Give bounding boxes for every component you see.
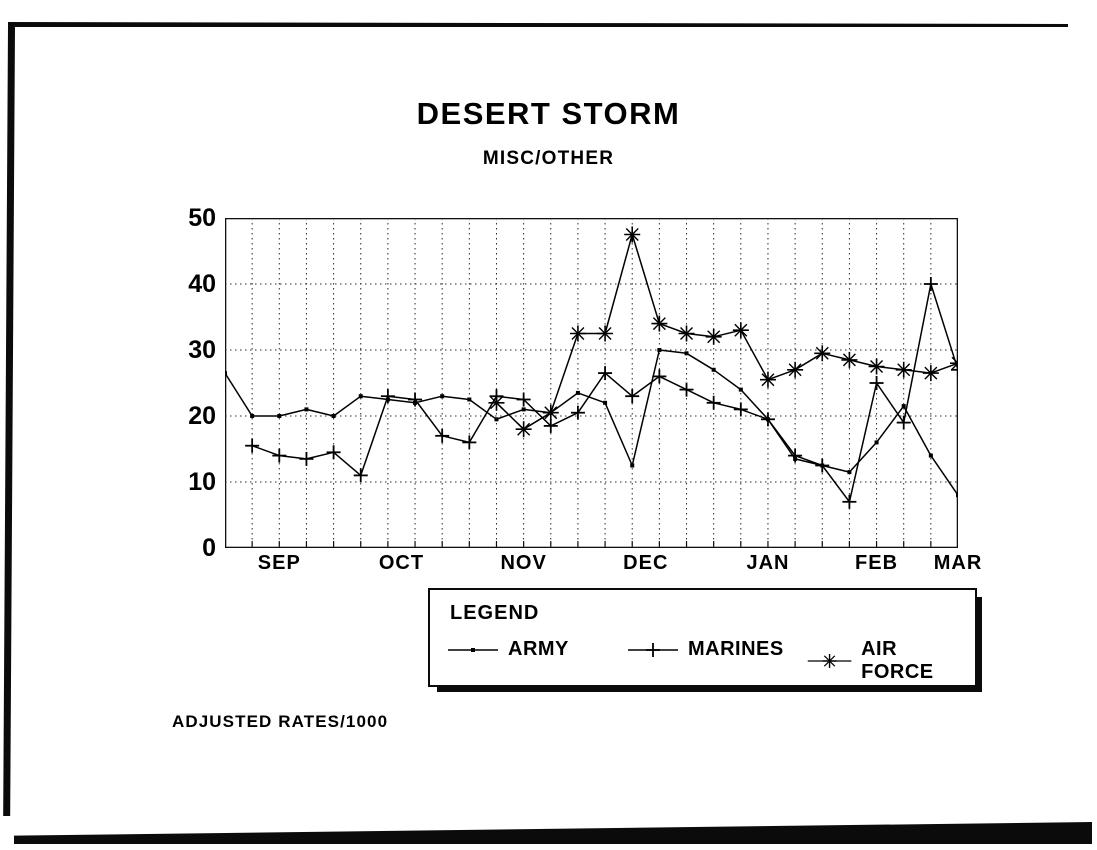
legend-item-marines: MARINES — [626, 638, 784, 661]
legend-item-label: MARINES — [688, 638, 784, 660]
scan-edge-top — [8, 22, 1068, 27]
x-axis-tick: JAN — [746, 552, 790, 574]
y-axis-tick: 30 — [188, 336, 216, 364]
legend-item-air-force: AIR FORCE — [806, 638, 961, 684]
legend-box: LEGEND ARMY MARINES AIR FORCE — [428, 588, 977, 687]
series-marines — [245, 277, 958, 509]
x-axis-tick-labels: SEP OCT NOV DEC JAN FEB MAR — [225, 552, 982, 582]
legend-item-label: AIR FORCE — [861, 638, 934, 683]
chart-title: DESERT STORM — [416, 96, 681, 131]
x-axis-tick: DEC — [623, 552, 669, 574]
footer-note: ADJUSTED RATES/1000 — [172, 712, 389, 731]
y-axis-tick: 0 — [202, 534, 216, 562]
legend-heading: LEGEND — [450, 602, 540, 624]
y-axis-tick-labels: 50 40 30 20 10 0 — [172, 206, 216, 561]
plot-area — [225, 218, 958, 548]
plot-svg — [225, 218, 958, 548]
legend-item-label: ARMY — [508, 638, 569, 660]
y-axis-tick: 40 — [188, 270, 216, 298]
grid-lines — [225, 218, 958, 548]
x-axis-tick: FEB — [855, 552, 899, 574]
x-axis-tick: OCT — [378, 552, 425, 574]
chart-subtitle: MISC/OTHER — [482, 148, 615, 169]
x-axis-tick: SEP — [257, 552, 301, 574]
y-axis-tick: 20 — [188, 402, 216, 430]
x-axis-tick: NOV — [500, 552, 547, 574]
plot-frame — [225, 218, 958, 548]
dot-marker-icon — [448, 647, 498, 652]
plus-marker-icon — [628, 642, 678, 657]
legend-item-army: ARMY — [446, 638, 569, 661]
series-air-force — [488, 226, 958, 438]
data-series-layer — [225, 226, 958, 509]
series-army — [225, 348, 958, 498]
legend-entries: ARMY MARINES AIR FORCE — [446, 638, 961, 683]
x-axis-tick: MAR — [933, 552, 983, 574]
y-axis-tick: 10 — [188, 468, 216, 496]
asterisk-marker-icon — [807, 654, 852, 668]
y-axis-tick: 50 — [188, 204, 216, 232]
